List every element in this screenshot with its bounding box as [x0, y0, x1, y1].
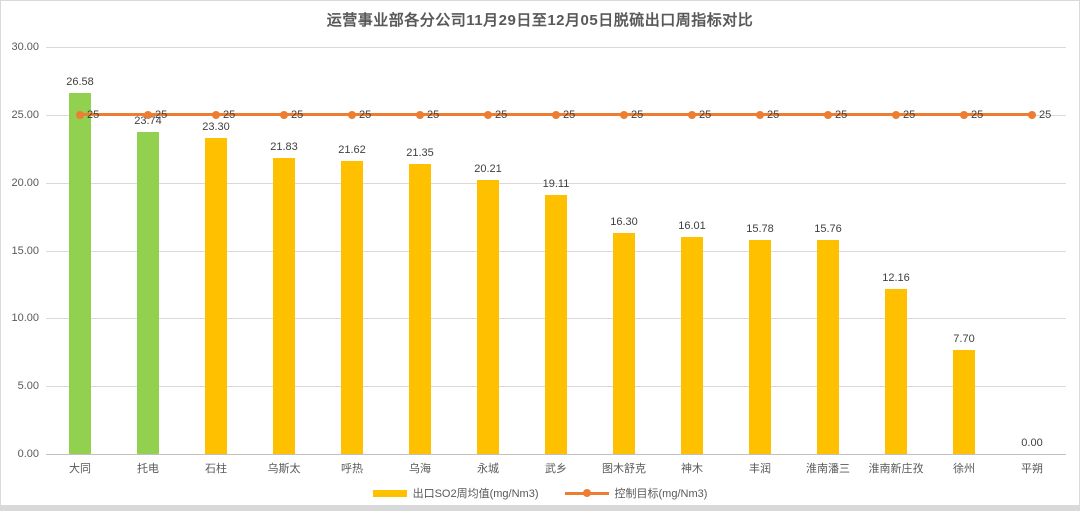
line-marker — [756, 110, 764, 119]
line-marker — [280, 110, 288, 119]
bar-value-label: 23.30 — [202, 120, 230, 133]
x-axis-label-大同: 大同 — [69, 463, 91, 475]
gridline — [46, 47, 1066, 48]
bar-淮南潘三 — [817, 240, 839, 454]
line-point-label: 25 — [87, 108, 100, 121]
line-point-label: 25 — [291, 108, 304, 121]
bar-大同 — [69, 93, 91, 454]
x-axis-label-呼热: 呼热 — [341, 463, 363, 475]
bar-徐州 — [953, 349, 975, 454]
bar-value-label: 21.83 — [270, 140, 298, 153]
bar-乌斯太 — [273, 157, 295, 454]
legend-label-line-series: 控制目标(mg/Nm3) — [614, 488, 708, 500]
x-axis-label-武乡: 武乡 — [545, 463, 567, 475]
bar-value-label: 21.62 — [338, 143, 366, 156]
line-marker — [1028, 110, 1036, 119]
bar-value-label: 23.74 — [134, 114, 162, 127]
line-point-label: 25 — [427, 108, 440, 121]
line-point-label: 25 — [359, 108, 372, 121]
bar-value-label: 16.01 — [678, 219, 706, 232]
bar-呼热 — [341, 160, 363, 454]
line-point-label: 25 — [155, 108, 168, 121]
bar-图木舒克 — [613, 232, 635, 454]
x-axis: 大同 托电 石柱 乌斯太 呼热 乌海 永城 武乡 图木舒克 神木 丰润 淮南潘三 淮南新庄孜 徐州 平朔 — [46, 460, 1066, 476]
legend-item-line-series: 控制目标(mg/Nm3) — [564, 485, 708, 501]
chart-title: 运营事业部各分公司11月29日至12月05日脱硫出口周指标对比 — [326, 12, 754, 29]
bar-value-label: 19.11 — [542, 177, 570, 190]
bar-value-label: 0.00 — [1021, 437, 1043, 449]
x-axis-label-石柱: 石柱 — [205, 463, 227, 475]
y-axis-tick-label: 10.00 — [11, 312, 39, 325]
x-axis-label-淮南新庄孜: 淮南新庄孜 — [868, 463, 924, 475]
line-marker — [824, 110, 832, 119]
line-point-label: 25 — [835, 108, 848, 121]
bar-丰润 — [749, 239, 771, 454]
line-marker — [144, 110, 152, 119]
line-marker — [892, 110, 900, 119]
x-axis-label-平朔: 平朔 — [1021, 463, 1043, 475]
bar-神木 — [681, 236, 703, 454]
line-marker — [552, 110, 560, 119]
line-point-label: 25 — [971, 108, 984, 121]
plot-area: 26.58 23.74 23.30 21.83 21.62 21.35 20.21 19.11… — [46, 47, 1066, 455]
bar-武乡 — [545, 194, 567, 454]
bar-value-label: 20.21 — [474, 162, 502, 175]
line-marker — [960, 110, 968, 119]
line-marker — [416, 110, 424, 119]
line-marker — [620, 110, 628, 119]
line-point-label: 25 — [903, 108, 916, 121]
legend: 出口SO2周均值(mg/Nm3) 控制目标(mg/Nm3) — [1, 484, 1079, 502]
bar-乌海 — [409, 164, 431, 454]
bar-石柱 — [205, 137, 227, 454]
bar-托电 — [137, 131, 159, 454]
x-axis-label-神木: 神木 — [681, 463, 703, 475]
worksheet-edge-strip — [1, 505, 1079, 510]
bar-永城 — [477, 179, 499, 454]
y-axis-tick-label: 20.00 — [11, 176, 39, 189]
gridline — [46, 182, 1066, 184]
bar-value-label: 15.76 — [814, 223, 842, 236]
x-axis-label-丰润: 丰润 — [749, 463, 771, 475]
bar-value-label: 7.70 — [953, 332, 975, 345]
line-marker — [212, 110, 220, 119]
line-marker — [484, 110, 492, 119]
y-axis-tick-label: 25.00 — [11, 108, 39, 121]
x-axis-label-淮南潘三: 淮南潘三 — [806, 463, 850, 475]
line-point-label: 25 — [495, 108, 508, 121]
y-axis-tick-label: 30.00 — [11, 41, 39, 53]
x-axis-label-乌海: 乌海 — [409, 463, 431, 475]
x-axis-label-永城: 永城 — [477, 463, 499, 475]
bar-series-swatch-icon — [372, 489, 407, 497]
line-point-label: 25 — [1039, 108, 1052, 121]
bar-value-label: 15.78 — [746, 222, 774, 235]
line-point-label: 25 — [631, 108, 644, 121]
bar-value-label: 26.58 — [66, 76, 94, 89]
y-axis-tick-label: 5.00 — [17, 380, 39, 393]
line-point-label: 25 — [767, 108, 780, 121]
line-point-label: 25 — [223, 108, 236, 121]
line-point-label: 25 — [563, 108, 576, 121]
legend-item-bar-series: 出口SO2周均值(mg/Nm3) — [372, 485, 539, 501]
line-marker — [348, 110, 356, 119]
y-axis-tick-label: 15.00 — [11, 244, 39, 257]
y-axis-tick-label: 0.00 — [17, 448, 39, 460]
x-axis-label-徐州: 徐州 — [953, 463, 975, 475]
legend-label-bar-series: 出口SO2周均值(mg/Nm3) — [412, 488, 539, 500]
bar-淮南新庄孜 — [885, 289, 907, 454]
x-axis-label-托电: 托电 — [137, 463, 159, 475]
bar-value-label: 21.35 — [406, 147, 434, 160]
line-series-swatch-icon — [564, 489, 609, 497]
y-axis: 30.00 25.00 20.00 15.00 10.00 5.00 0.00 — [1, 41, 41, 460]
bar-value-label: 12.16 — [882, 272, 910, 285]
line-point-label: 25 — [699, 108, 712, 121]
bar-value-label: 16.30 — [610, 215, 638, 228]
line-marker — [76, 110, 84, 119]
line-marker — [688, 110, 696, 119]
x-axis-label-图木舒克: 图木舒克 — [602, 463, 646, 475]
x-axis-label-乌斯太: 乌斯太 — [267, 463, 301, 475]
